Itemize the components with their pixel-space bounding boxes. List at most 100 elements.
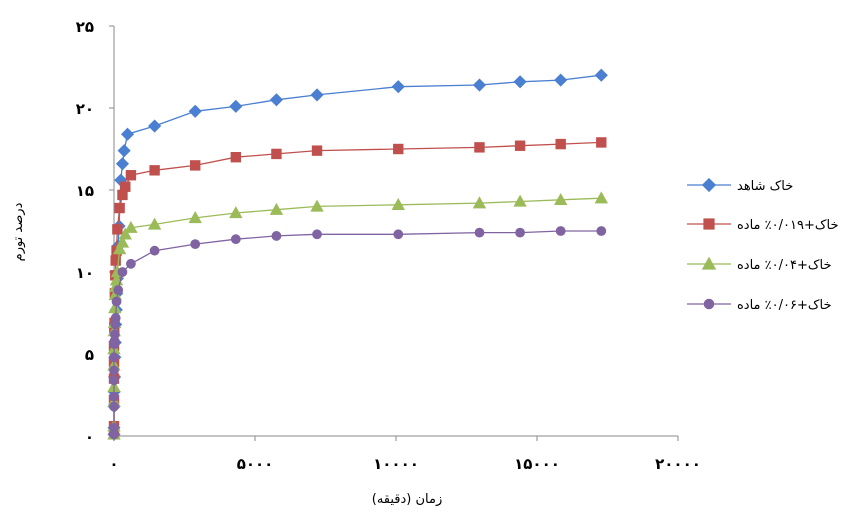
data-point [109, 391, 119, 402]
data-point [112, 242, 127, 255]
legend-marker [703, 218, 715, 230]
series-4 [109, 226, 607, 440]
data-point [474, 227, 485, 238]
data-point [190, 239, 201, 250]
series-1 [107, 68, 608, 441]
legend-item: خاک+۰/۰۶٪ ماده [687, 298, 832, 313]
x-axis-title: (زمان (دقیقه [372, 492, 443, 507]
x-tick-label: ۰ [109, 455, 118, 473]
data-point [110, 313, 121, 323]
data-point [149, 245, 160, 256]
series-line [113, 141, 602, 435]
data-point [555, 226, 566, 236]
data-point [111, 296, 122, 307]
y-tick-label: ۱۰ [76, 264, 94, 282]
data-point [514, 140, 526, 151]
data-point [271, 231, 282, 241]
data-point [113, 285, 124, 295]
data-point [474, 142, 485, 153]
data-point [596, 137, 607, 148]
data-point [594, 68, 608, 82]
y-tick-label: ۰ [85, 428, 94, 446]
legend: خاک شاهد خاک+۰/۰۱۹٪ ماده خاک+۰/۰۴٪ ماده خاک… [687, 177, 838, 313]
data-point [513, 194, 527, 207]
data-point [555, 138, 566, 150]
data-point [109, 329, 120, 340]
y-tick-label: ۱۵ [76, 182, 94, 200]
data-point [393, 143, 404, 155]
data-point [115, 157, 130, 171]
series-layer [107, 68, 608, 441]
data-point [120, 127, 135, 141]
data-point [148, 119, 162, 133]
legend-item: خاک+۰/۰۱۹٪ ماده [687, 218, 838, 233]
data-point [554, 193, 568, 206]
legend-marker [701, 177, 717, 193]
data-point [120, 181, 131, 192]
data-point [109, 375, 119, 386]
y-tick-label: ۲۰ [76, 100, 94, 118]
series-line [113, 230, 602, 435]
data-point [125, 170, 137, 181]
data-point [126, 258, 136, 269]
data-point [109, 401, 119, 412]
legend-label: خاک+۰/۰۱۹٪ ماده [737, 218, 838, 233]
legend-marker [701, 256, 717, 270]
data-point [391, 80, 405, 94]
legend-label: خاک شاهد [737, 179, 793, 194]
x-tick-label: ۱۰۰۰۰ [373, 455, 419, 473]
data-point [115, 235, 130, 248]
tick-labels: ۰ ۵ ۱۰ ۱۵ ۲۰ ۲۵ ۰ ۵۰۰۰ ۱۰۰۰۰ ۱۵۰۰۰ ۲۰۰۰۰ [76, 18, 701, 473]
data-point [472, 196, 487, 209]
data-point [108, 301, 122, 314]
data-point [190, 160, 201, 171]
x-tick-label: ۵۰۰۰ [237, 455, 274, 473]
data-point [188, 211, 202, 224]
data-point [188, 104, 202, 118]
x-tick-label: ۲۰۰۰۰ [655, 455, 701, 473]
data-point [311, 145, 323, 156]
data-point [229, 206, 243, 219]
x-tick-label: ۱۵۰۰۰ [514, 455, 560, 473]
legend-item: خاک+۰/۰۴٪ ماده [687, 256, 832, 273]
data-point [393, 229, 404, 240]
data-point [124, 220, 138, 233]
data-point [230, 234, 241, 245]
series-line [113, 74, 602, 435]
data-point [114, 202, 125, 214]
y-tick-label: ۲۵ [76, 18, 94, 36]
data-point [310, 88, 324, 102]
data-point [147, 217, 162, 230]
data-point [472, 78, 487, 92]
legend-label: خاک+۰/۰۴٪ ماده [737, 258, 832, 273]
y-tick-label: ۵ [85, 346, 94, 364]
data-point [271, 148, 282, 160]
series-2 [108, 137, 607, 440]
data-point [117, 267, 128, 277]
data-point [269, 202, 284, 215]
data-point [391, 197, 405, 210]
data-point [596, 226, 607, 236]
data-point [229, 99, 243, 113]
data-point [594, 191, 608, 204]
legend-item: خاک شاهد [687, 177, 793, 194]
series-line [113, 197, 602, 435]
data-point [109, 422, 119, 433]
data-point [269, 93, 283, 107]
data-point [312, 229, 322, 240]
series-3 [107, 191, 608, 440]
data-point [554, 73, 568, 87]
data-point [117, 144, 131, 158]
data-point [513, 75, 527, 89]
data-point [109, 365, 119, 376]
data-point [118, 227, 132, 240]
data-point [230, 151, 242, 163]
data-point [109, 352, 119, 363]
data-point [149, 165, 160, 176]
data-point [310, 199, 324, 212]
legend-marker [703, 298, 715, 310]
y-axis-title: درصد تورم [11, 202, 26, 261]
data-point [112, 224, 123, 235]
data-point [515, 227, 525, 238]
